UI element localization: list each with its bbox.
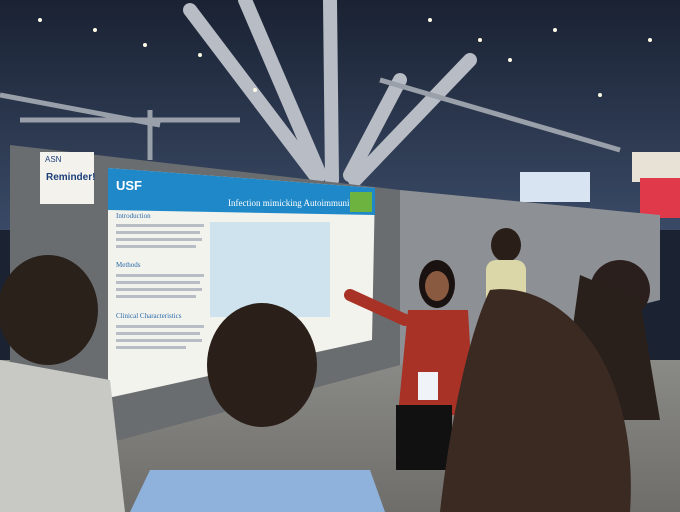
poster-logo: USF — [116, 178, 142, 193]
viewer-hair — [440, 289, 631, 512]
viewer-hair — [0, 255, 98, 365]
poster-section-heading: Methods — [116, 261, 141, 269]
presenter-badge — [418, 372, 438, 400]
poster-table — [210, 222, 330, 317]
beams — [0, 77, 621, 160]
ceiling-lights — [38, 18, 652, 97]
poster-section-heading: Introduction — [116, 212, 151, 220]
org-label: ASN — [45, 155, 62, 164]
poster-section-heading: Clinical Characteristics — [116, 312, 182, 320]
viewer-jacket — [0, 360, 125, 512]
trusses — [183, 0, 477, 187]
poster-header — [108, 168, 375, 215]
viewer-hair — [207, 303, 317, 427]
person-head — [491, 228, 521, 262]
poster-logo-badge — [350, 192, 372, 212]
background-banner — [640, 178, 680, 218]
presenter-jacket — [398, 310, 474, 415]
poster-title: Infection mimicking Autoimmunity — [228, 198, 357, 208]
reminder-sign — [40, 152, 94, 204]
poster-body-text — [116, 224, 204, 349]
reminder-text: Reminder! — [46, 172, 95, 183]
presenter-arm — [344, 289, 411, 326]
viewer-shirt — [130, 470, 385, 512]
background-sign — [632, 152, 680, 182]
presenter-face — [425, 271, 449, 301]
presenter-skirt — [396, 405, 452, 470]
background-sign — [520, 172, 590, 202]
